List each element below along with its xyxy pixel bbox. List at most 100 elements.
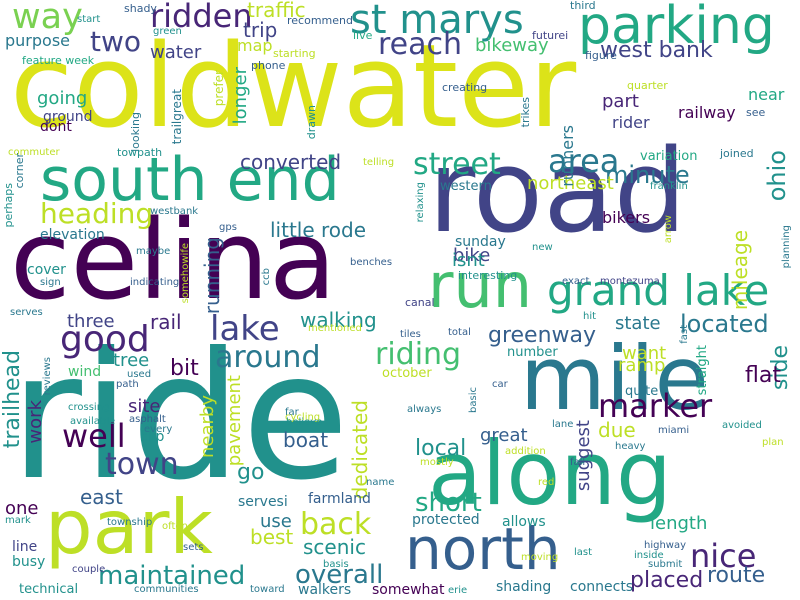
word-suggest: suggest — [573, 420, 594, 492]
word-heavy: heavy — [615, 441, 646, 452]
word-plan: plan — [762, 437, 784, 448]
word-name: name — [366, 477, 395, 488]
word-moving: moving — [521, 552, 559, 563]
word-park: park — [45, 483, 213, 571]
word-part: part — [602, 91, 639, 112]
word-local: local — [415, 436, 467, 461]
word-ccb: ccb — [261, 268, 272, 286]
word-benches: benches — [350, 257, 393, 268]
word-always: always — [407, 404, 442, 415]
word-reviews: reviews — [42, 357, 53, 396]
word-planning: planning — [781, 225, 792, 269]
word-mileage: mileage — [728, 230, 752, 311]
word-clip: clip — [140, 429, 165, 445]
word-due: due — [598, 418, 636, 442]
word-go: go — [237, 460, 265, 485]
word-back: back — [300, 507, 372, 542]
word-road: road — [428, 125, 687, 259]
word-somehowife: somehowife — [180, 243, 191, 304]
word-wind: wind — [68, 364, 102, 380]
word-pavement: pavement — [224, 375, 245, 467]
word-submit: submit — [648, 559, 683, 570]
word-start: start — [77, 14, 101, 25]
word-inside: inside — [634, 550, 664, 561]
word-area: area — [548, 142, 620, 180]
word-westbank: westbank — [150, 206, 199, 217]
word-ohio: ohio — [763, 150, 791, 202]
word-short: short — [415, 488, 482, 518]
word-runners: runners — [558, 125, 577, 187]
word-path: path — [116, 379, 139, 390]
word-ramp: ramp — [618, 355, 666, 376]
word-railway: railway — [678, 103, 736, 122]
word-cycling: cycling — [285, 412, 321, 423]
word-elevation: elevation — [40, 227, 105, 243]
word-lane: lane — [552, 419, 574, 430]
word-busy: busy — [12, 554, 46, 570]
word-way: way — [12, 0, 83, 37]
word-drawn: drawn — [305, 105, 318, 140]
word-rail: rail — [150, 310, 182, 334]
word-crossing: crossing — [68, 402, 110, 413]
word-avoided: avoided — [722, 420, 762, 431]
word-street: street — [413, 147, 501, 182]
word-two: two — [90, 25, 142, 58]
word-great: great — [480, 425, 528, 446]
word-somewhat: somewhat — [372, 582, 445, 598]
word-technical: technical — [19, 582, 79, 597]
word-overall: overall — [295, 560, 384, 590]
word-going: going — [37, 88, 88, 109]
word-shady: shady — [124, 2, 157, 15]
word-boat: boat — [283, 428, 329, 452]
word-little-rode: little rode — [270, 218, 367, 242]
word-quite: quite — [625, 384, 659, 399]
word-corner: corner — [13, 153, 26, 189]
word-walking: walking — [300, 308, 377, 332]
word-feature-week: feature week — [22, 54, 95, 67]
word-prefer: prefer — [212, 70, 226, 107]
word-maybe: maybe — [136, 246, 171, 257]
word-trip: trip — [243, 18, 278, 42]
word-asphalt: asphalt — [129, 414, 166, 425]
word-three: three — [67, 311, 115, 332]
word-live: live — [353, 29, 373, 42]
word-use: use — [260, 511, 292, 532]
word-indicating: indicating — [130, 277, 180, 288]
word-new: new — [532, 242, 553, 253]
word-perhaps: perhaps — [2, 183, 15, 228]
word-figure: figure — [585, 49, 617, 62]
word-mostly: mostly — [420, 457, 454, 468]
word-scenic: scenic — [303, 535, 366, 559]
word-bit: bit — [170, 356, 199, 381]
word-basis: basis — [323, 559, 349, 570]
word-site: site — [128, 396, 161, 417]
word-sunday: sunday — [455, 234, 506, 250]
word-servesi: servesi — [238, 494, 288, 510]
word-phone: phone — [251, 59, 286, 72]
word-erie: erie — [448, 585, 468, 596]
word-available: available — [70, 416, 116, 427]
word-towpath: towpath — [117, 146, 163, 159]
word-commuter: commuter — [8, 147, 60, 158]
word-last: last — [574, 547, 593, 558]
word-one: one — [5, 498, 39, 519]
word-running: running — [200, 237, 224, 315]
word-ride: ride — [10, 316, 350, 519]
word-third: third — [570, 0, 596, 12]
word-minute: minute — [605, 161, 690, 189]
word-every: every — [144, 424, 173, 435]
word-placed: placed — [630, 568, 704, 593]
word-marker: marker — [598, 387, 713, 425]
word-often: often — [162, 521, 188, 532]
word-red: red — [538, 477, 555, 488]
word-addition: addition — [505, 446, 546, 457]
word-grand-lake: grand lake — [547, 266, 770, 315]
word-serves: serves — [10, 307, 43, 318]
word-futurei: futurei — [532, 29, 569, 42]
word-mentioned: mentioned — [308, 323, 362, 334]
word-sign: sign — [40, 277, 61, 288]
word-hit: hit — [583, 311, 597, 322]
word-dont: dont — [40, 119, 72, 135]
word-work: work — [25, 400, 46, 444]
word-map: map — [237, 36, 273, 55]
